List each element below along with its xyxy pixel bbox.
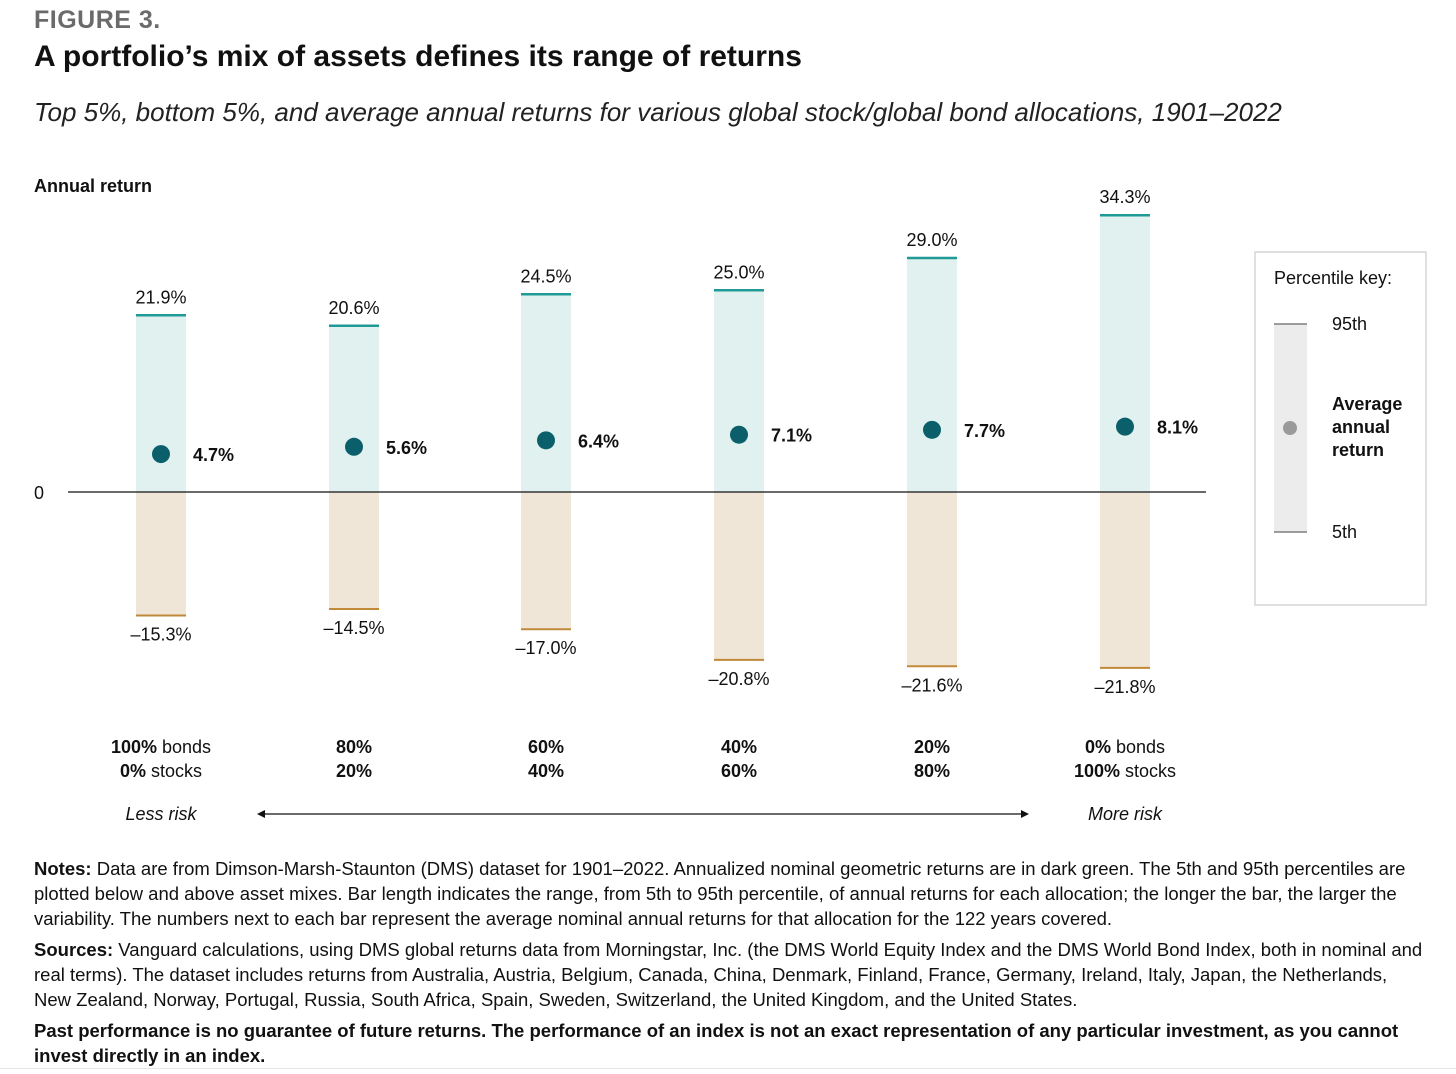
notes-section: Notes: Data are from Dimson-Marsh-Staunt… xyxy=(34,856,1424,1074)
average-dot xyxy=(1116,417,1134,436)
legend-title: Percentile key: xyxy=(1274,268,1392,288)
allocation-stocks-label: 0% stocks xyxy=(120,761,202,781)
bonds-percent: 100% xyxy=(111,737,157,757)
average-dot xyxy=(152,445,170,464)
bar-lower-range xyxy=(714,492,764,660)
bar-lower-range xyxy=(1100,492,1150,668)
stocks-percent: 100% xyxy=(1074,761,1120,781)
average-dot xyxy=(730,425,748,444)
bonds-word: bonds xyxy=(157,737,211,757)
label-5th: –14.5% xyxy=(323,618,384,638)
sources-paragraph: Sources: Vanguard calculations, using DM… xyxy=(34,937,1424,1012)
zero-tick-label: 0 xyxy=(34,483,44,503)
y-axis-label: Annual return xyxy=(34,176,152,196)
bar-upper-range xyxy=(1100,215,1150,492)
label-average: 4.7% xyxy=(193,445,234,465)
stocks-percent: 40% xyxy=(528,761,564,781)
label-average: 7.7% xyxy=(964,421,1005,441)
chart-title: A portfolio’s mix of assets defines its … xyxy=(34,40,802,73)
bonds-word: bonds xyxy=(1111,737,1165,757)
allocation-stocks-label: 80% xyxy=(914,761,950,781)
bar-upper-range xyxy=(329,325,379,492)
notes-label: Notes: xyxy=(34,858,92,879)
bottom-rule xyxy=(0,1068,1456,1069)
legend-average-label: return xyxy=(1332,440,1384,460)
legend-5th-label: 5th xyxy=(1332,522,1357,542)
allocation-stocks-label: 100% stocks xyxy=(1074,761,1176,781)
label-95th: 29.0% xyxy=(906,230,957,250)
average-dot xyxy=(345,437,363,456)
sources-label: Sources: xyxy=(34,939,114,960)
bonds-percent: 80% xyxy=(336,737,372,757)
label-average: 6.4% xyxy=(578,431,619,451)
allocation-bonds-label: 20% xyxy=(914,737,950,757)
stocks-word: stocks xyxy=(1120,761,1176,781)
disclaimer-paragraph: Past performance is no guarantee of futu… xyxy=(34,1018,1424,1068)
stocks-percent: 20% xyxy=(336,761,372,781)
label-95th: 34.3% xyxy=(1099,187,1150,207)
label-5th: –20.8% xyxy=(708,669,769,689)
average-dot xyxy=(537,431,555,450)
label-5th: –21.8% xyxy=(1094,677,1155,697)
bar-lower-range xyxy=(521,492,571,630)
stocks-percent: 60% xyxy=(721,761,757,781)
label-5th: –17.0% xyxy=(515,638,576,658)
bonds-percent: 0% xyxy=(1085,737,1111,757)
allocation-stocks-label: 20% xyxy=(336,761,372,781)
stocks-percent: 0% xyxy=(120,761,146,781)
bonds-percent: 40% xyxy=(721,737,757,757)
notes-text: Data are from Dimson-Marsh-Staunton (DMS… xyxy=(34,858,1406,929)
label-95th: 24.5% xyxy=(520,266,571,286)
allocation-bonds-label: 60% xyxy=(528,737,564,757)
legend-95th-label: 95th xyxy=(1332,314,1367,334)
bar-lower-range xyxy=(329,492,379,610)
bar-lower-range xyxy=(907,492,957,667)
allocation-stocks-label: 40% xyxy=(528,761,564,781)
legend-average-dot xyxy=(1283,421,1297,435)
bar-upper-range xyxy=(136,315,186,492)
allocation-bonds-label: 100% bonds xyxy=(111,737,211,757)
label-95th: 25.0% xyxy=(713,262,764,282)
label-5th: –21.6% xyxy=(901,675,962,695)
allocation-bonds-label: 0% bonds xyxy=(1085,737,1165,757)
figure-label: FIGURE 3. xyxy=(34,6,161,34)
average-dot xyxy=(923,420,941,439)
bar-upper-range xyxy=(907,257,957,492)
sources-text: Vanguard calculations, using DMS global … xyxy=(34,939,1423,1010)
chart-subtitle: Top 5%, bottom 5%, and average annual re… xyxy=(34,97,1282,127)
label-95th: 21.9% xyxy=(135,287,186,307)
less-risk-label: Less risk xyxy=(125,804,197,824)
bar-lower-range xyxy=(136,492,186,616)
bar-upper-range xyxy=(714,290,764,492)
notes-paragraph: Notes: Data are from Dimson-Marsh-Staunt… xyxy=(34,856,1424,931)
disclaimer-text: Past performance is no guarantee of futu… xyxy=(34,1020,1399,1066)
allocation-stocks-label: 60% xyxy=(721,761,757,781)
label-5th: –15.3% xyxy=(130,624,191,644)
stocks-word: stocks xyxy=(146,761,202,781)
risk-arrow-left-head xyxy=(257,810,265,818)
bonds-percent: 60% xyxy=(528,737,564,757)
stocks-percent: 80% xyxy=(914,761,950,781)
bar-upper-range xyxy=(521,294,571,492)
legend-average-label: annual xyxy=(1332,417,1390,437)
label-average: 8.1% xyxy=(1157,418,1198,438)
bonds-percent: 20% xyxy=(914,737,950,757)
label-average: 5.6% xyxy=(386,438,427,458)
label-average: 7.1% xyxy=(771,426,812,446)
label-95th: 20.6% xyxy=(328,298,379,318)
risk-arrow-right-head xyxy=(1021,810,1029,818)
more-risk-label: More risk xyxy=(1088,804,1163,824)
allocation-bonds-label: 80% xyxy=(336,737,372,757)
allocation-bonds-label: 40% xyxy=(721,737,757,757)
legend-average-label: Average xyxy=(1332,394,1402,414)
